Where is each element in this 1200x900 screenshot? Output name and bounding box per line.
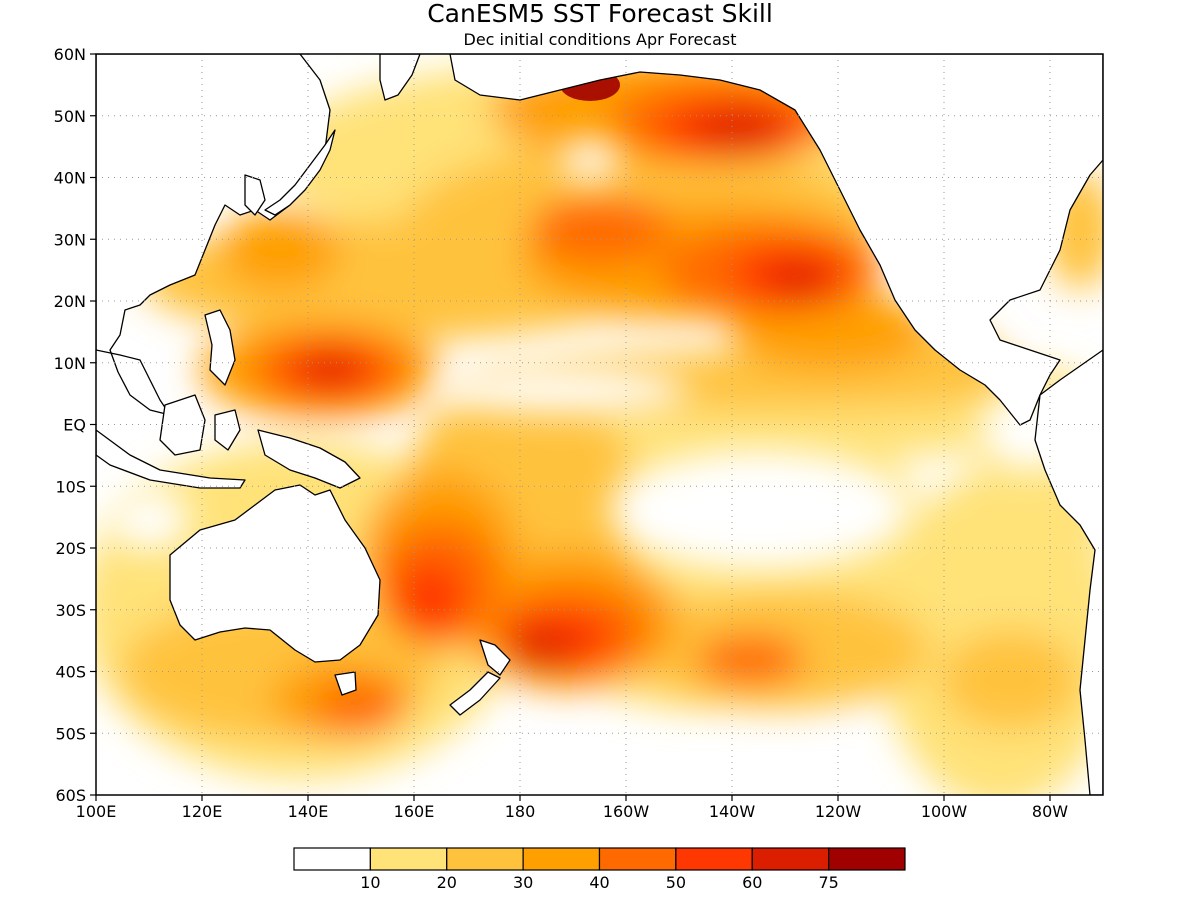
skill-region — [695, 635, 805, 685]
low-skill-region — [560, 140, 620, 180]
new-zealand-south — [449, 671, 501, 716]
australia — [169, 484, 381, 663]
skill-region — [695, 110, 785, 150]
y-tick-label: 30S — [55, 601, 86, 620]
x-tick-label: 120W — [815, 802, 862, 821]
new-guinea — [257, 429, 361, 489]
colorbar-label: 40 — [589, 873, 609, 892]
y-tick-label: 40N — [54, 169, 86, 188]
coastlines — [96, 54, 1103, 795]
y-tick-label: 30N — [54, 230, 86, 249]
colorbar: 10 20 30 40 50 60 75 — [293, 847, 906, 892]
map-subtitle: Dec initial conditions Apr Forecast — [464, 30, 737, 49]
y-axis: 60N 50N 40N 30N 20N 10N EQ 10S 20S 30S 40S 50S 60S — [54, 45, 96, 805]
sulawesi — [214, 409, 241, 451]
low-skill-region — [610, 450, 910, 570]
philippines — [204, 309, 236, 386]
colorbar-label: 75 — [818, 873, 838, 892]
skill-region — [505, 630, 575, 670]
x-axis: 100E 120E 140E 160E 180 160W 140W 120W 100W 80W — [76, 795, 1068, 821]
colorbar-swatch — [598, 847, 677, 871]
skill-field — [96, 54, 1103, 795]
north-america — [449, 54, 1103, 426]
colorbar-label: 20 — [437, 873, 457, 892]
skill-region — [395, 560, 465, 640]
x-tick-label: 140W — [709, 802, 756, 821]
skill-region — [940, 630, 1080, 730]
x-tick-label: 80W — [1032, 802, 1068, 821]
kamchatka — [379, 54, 421, 101]
x-tick-label: 100W — [921, 802, 968, 821]
japan-islands — [264, 129, 336, 216]
colorbar-label: 10 — [360, 873, 380, 892]
colorbar-label: 30 — [513, 873, 533, 892]
colorbar-swatch — [369, 847, 448, 871]
x-tick-label: 180 — [505, 802, 536, 821]
y-tick-label: 10N — [54, 354, 86, 373]
skill-region — [315, 680, 405, 730]
y-tick-label: 40S — [55, 663, 86, 682]
skill-region — [220, 210, 340, 290]
y-tick-label: 50N — [54, 107, 86, 126]
colorbar-swatch — [446, 847, 524, 871]
colorbar-swatch — [828, 847, 906, 871]
x-tick-label: 140E — [288, 802, 329, 821]
colorbar-swatch — [675, 847, 753, 871]
skill-region — [770, 262, 830, 298]
y-tick-label: 10S — [55, 477, 86, 496]
y-tick-label: 20N — [54, 292, 86, 311]
low-skill-region — [430, 368, 690, 412]
tasmania — [334, 671, 357, 696]
skill-region — [530, 195, 670, 265]
y-tick-label: 20S — [55, 539, 86, 558]
y-tick-label: 60N — [54, 45, 86, 64]
y-tick-label: EQ — [63, 416, 86, 435]
colorbar-label: 60 — [742, 873, 762, 892]
colorbar-swatch — [522, 847, 601, 871]
colorbar-label: 50 — [666, 873, 686, 892]
south-america — [1034, 349, 1103, 795]
map-title: CanESM5 SST Forecast Skill — [427, 0, 773, 28]
korea-peninsula — [244, 174, 266, 216]
x-tick-label: 160E — [394, 802, 435, 821]
low-skill-region — [110, 490, 190, 550]
y-tick-label: 50S — [55, 724, 86, 743]
borneo — [159, 394, 206, 456]
x-tick-label: 120E — [182, 802, 223, 821]
x-tick-label: 160W — [603, 802, 650, 821]
sumatra-java — [96, 429, 246, 489]
colorbar-swatch — [293, 847, 371, 871]
x-tick-label: 100E — [76, 802, 117, 821]
colorbar-swatch — [751, 847, 830, 871]
skill-region — [300, 355, 360, 385]
y-tick-label: 60S — [55, 786, 86, 805]
new-zealand-north — [479, 639, 511, 676]
